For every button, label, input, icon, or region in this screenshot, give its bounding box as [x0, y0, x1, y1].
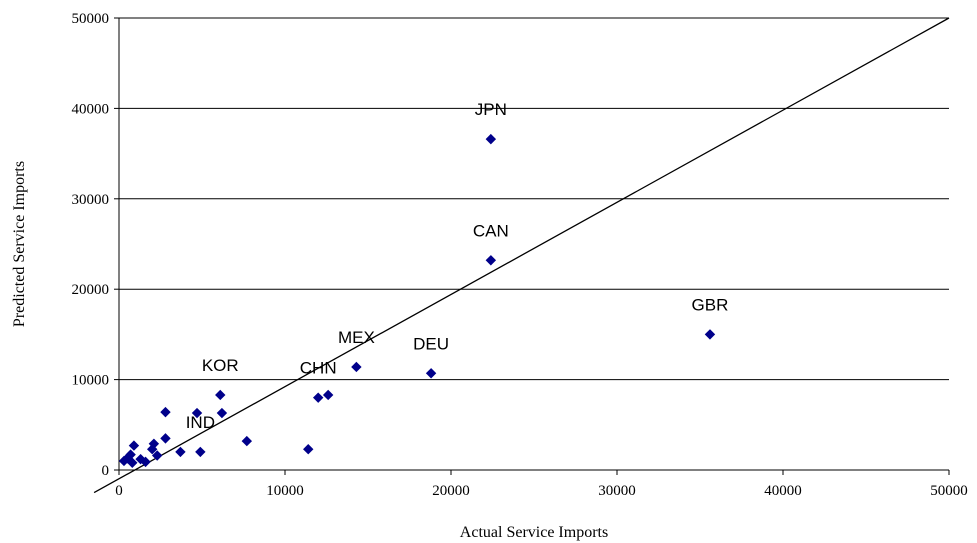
data-point-13 — [175, 446, 186, 458]
data-point-deu — [425, 368, 437, 379]
x-tick-label-0: 0 — [115, 483, 123, 499]
x-axis-ticks: 0 10000 20000 30000 40000 50000 — [115, 470, 968, 499]
data-point-jpn — [485, 133, 497, 145]
point-label-mex: MEX — [338, 328, 375, 347]
point-label-jpn: JPN — [475, 100, 507, 119]
y-tick-label-2: 20000 — [72, 282, 110, 298]
y-axis-ticks: 0 10000 20000 30000 40000 50000 — [72, 11, 119, 479]
data-point-kor — [215, 389, 226, 401]
point-label-chn: CHN — [300, 359, 337, 378]
x-tick-label-2: 20000 — [432, 483, 470, 499]
y-tick-label-4: 40000 — [72, 101, 110, 117]
data-point-chn — [312, 392, 324, 403]
x-tick-label-3: 30000 — [598, 483, 636, 499]
data-point-gbr — [704, 329, 716, 340]
y-axis-title: Predicted Service Imports — [11, 161, 28, 327]
plot-frame — [118, 18, 949, 471]
x-tick-label-1: 10000 — [266, 483, 304, 499]
data-point-10 — [241, 435, 253, 447]
data-point-14 — [160, 406, 171, 418]
data-points — [118, 133, 716, 468]
data-point-can — [485, 255, 497, 266]
point-label-can: CAN — [473, 221, 509, 240]
point-label-deu: DEU — [413, 334, 449, 353]
data-point-8 — [322, 389, 334, 401]
data-point-9 — [303, 444, 314, 455]
data-point-ind — [195, 446, 206, 458]
x-axis-title: Actual Service Imports — [460, 524, 608, 541]
data-point-15 — [160, 433, 171, 444]
data-point-12 — [191, 407, 203, 419]
point-label-ind: IND — [186, 413, 215, 432]
data-point-18 — [151, 450, 163, 461]
y-tick-label-5: 50000 — [72, 11, 110, 27]
data-point-17 — [146, 444, 158, 455]
data-point-mex — [351, 361, 362, 373]
data-point-21 — [128, 440, 140, 451]
y-tick-label-1: 10000 — [72, 373, 110, 389]
y-tick-label-0: 0 — [102, 463, 110, 479]
data-point-11 — [216, 407, 228, 419]
data-point-20 — [135, 453, 146, 465]
reference-line — [93, 17, 950, 494]
y-tick-label-3: 30000 — [72, 192, 110, 208]
data-point-24 — [118, 455, 130, 467]
gridlines — [119, 17, 949, 381]
reference-line-group — [93, 17, 950, 494]
x-tick-label-5: 50000 — [930, 483, 968, 499]
point-label-kor: KOR — [202, 356, 239, 375]
point-label-gbr: GBR — [692, 295, 729, 314]
data-point-25 — [127, 457, 138, 468]
x-tick-label-4: 40000 — [764, 483, 802, 499]
